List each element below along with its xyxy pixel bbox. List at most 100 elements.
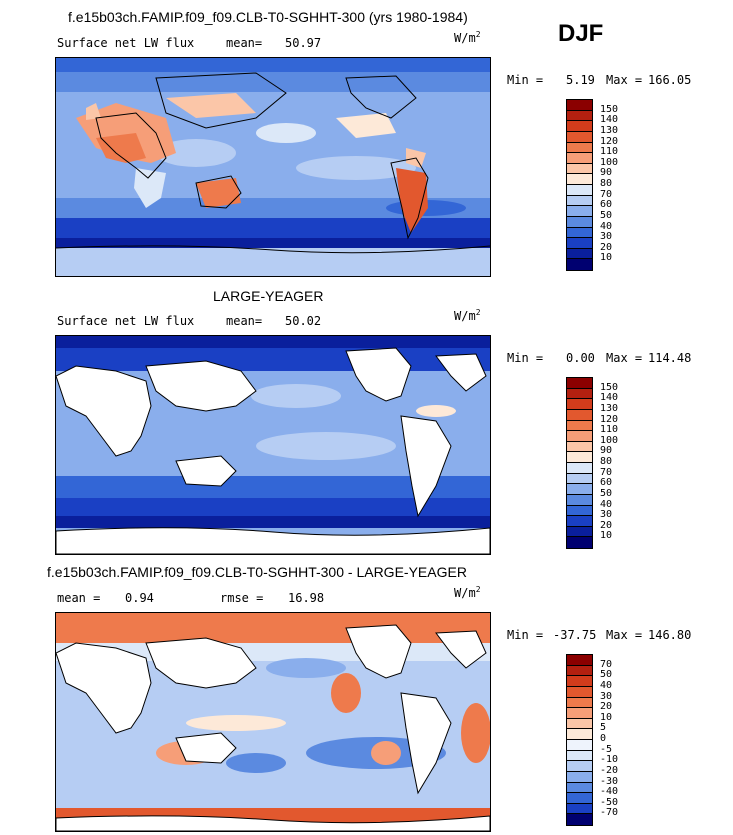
panel3-tick: 40 xyxy=(600,679,613,691)
panel1-tick: 130 xyxy=(600,124,619,136)
panel1-tick: 10 xyxy=(600,252,613,264)
panel2-min-value: 0.00 xyxy=(566,351,595,365)
panel3-colorbar-swatch xyxy=(567,750,592,762)
panel2-tick: 110 xyxy=(600,424,619,436)
panel2-tick: 130 xyxy=(600,402,619,414)
panel2-colorbar-swatch xyxy=(567,441,592,453)
panel3-colorbar-swatch xyxy=(567,782,592,794)
panel1-colorbar-swatch xyxy=(567,100,592,111)
panel3-colorbar-swatch xyxy=(567,686,592,698)
panel2-tick: 140 xyxy=(600,392,619,404)
panel2-min-label: Min = xyxy=(507,351,544,365)
panel2-colorbar-swatch xyxy=(567,537,592,548)
panel1-tick: 20 xyxy=(600,241,613,253)
panel1-colorbar-swatch xyxy=(567,195,592,207)
panel1-colorbar-swatch xyxy=(567,248,592,260)
panel1-map-graphic xyxy=(56,58,490,276)
panel2-colorbar-swatch xyxy=(567,484,592,495)
panel3-tick: -30 xyxy=(600,775,619,787)
panel1-colorbar-swatch xyxy=(567,216,592,228)
panel3-colorbar-swatch xyxy=(567,665,592,677)
panel2-tick: 100 xyxy=(600,434,619,446)
panel1-colorbar-swatch xyxy=(567,121,592,132)
panel2-variable: Surface net LW flux xyxy=(57,314,195,328)
panel1-colorbar-swatch xyxy=(567,259,592,270)
panel3-max-label: Max = xyxy=(606,628,643,642)
panel3-rmse-label: rmse = xyxy=(220,591,264,605)
panel3-colorbar-swatch xyxy=(567,793,592,804)
panel2-colorbar-swatch xyxy=(567,526,592,538)
panel1-tick: 120 xyxy=(600,135,619,147)
panel1-tick: 50 xyxy=(600,209,613,221)
panel3-colorbar-swatch xyxy=(567,771,592,783)
panel1-max-label: Max = xyxy=(606,73,643,87)
panel3-tick: 0 xyxy=(600,733,607,744)
panel2-mean-value: 50.02 xyxy=(285,314,322,328)
panel1-mean-value: 50.97 xyxy=(285,36,322,50)
panel3-colorbar-swatch xyxy=(567,697,592,709)
panel1-min-label: Min = xyxy=(507,73,544,87)
panel3-map-graphic xyxy=(56,613,490,831)
panel2-colorbar-swatch xyxy=(567,505,592,517)
panel3-colorbar-swatch xyxy=(567,655,592,666)
panel3-max-value: 146.80 xyxy=(648,628,692,642)
panel2-colorbar-swatch xyxy=(567,409,592,421)
panel3-colorbar-ticks: 70 50 40 30 20 10 5 0 -5 -10 -20 -30 -40… xyxy=(600,654,630,824)
panel1-colorbar-swatch xyxy=(567,110,592,122)
panel3-tick: 20 xyxy=(600,701,613,713)
panel2-tick: 120 xyxy=(600,413,619,425)
panel2-tick: 60 xyxy=(600,477,613,489)
panel2-tick: 40 xyxy=(600,498,613,510)
panel1-min-value: 5.19 xyxy=(566,73,595,87)
panel3-min-value: -37.75 xyxy=(553,628,597,642)
panel1-tick: 30 xyxy=(600,231,613,243)
panel1-colorbar-swatch xyxy=(567,185,592,196)
panel1-variable: Surface net LW flux xyxy=(57,36,195,50)
panel3-colorbar-swatch xyxy=(567,729,592,740)
panel3-tick: 30 xyxy=(600,690,613,702)
panel2-title: LARGE-YEAGER xyxy=(213,288,324,304)
panel1-colorbar-swatch xyxy=(567,174,592,185)
panel2-colorbar-swatch xyxy=(567,378,592,389)
panel1-colorbar-swatch xyxy=(567,206,592,217)
panel2-tick: 70 xyxy=(600,466,613,478)
panel3-tick: -20 xyxy=(600,764,619,776)
panel3-colorbar-swatch xyxy=(567,676,592,687)
panel3-mean-label: mean = xyxy=(57,591,101,605)
panel3-colorbar-swatch xyxy=(567,761,592,772)
panel1-tick: 40 xyxy=(600,220,613,232)
panel2-mean-label: mean= xyxy=(226,314,263,328)
panel3-tick: -5 xyxy=(600,743,613,755)
panel1-mean-label: mean= xyxy=(226,36,263,50)
panel1-colorbar-swatch xyxy=(567,131,592,143)
panel3-colorbar xyxy=(566,654,593,826)
panel3-colorbar-swatch xyxy=(567,803,592,815)
panel1-tick: 140 xyxy=(600,114,619,126)
panel2-tick: 30 xyxy=(600,509,613,521)
panel2-tick: 90 xyxy=(600,445,613,457)
panel3-colorbar-swatch xyxy=(567,708,592,719)
panel3-tick: -70 xyxy=(600,807,619,819)
panel1-units: W/m2 xyxy=(454,30,481,45)
panel3-min-label: Min = xyxy=(507,628,544,642)
panel1-tick: 110 xyxy=(600,146,619,158)
panel2-colorbar xyxy=(566,377,593,549)
panel1-map xyxy=(55,57,491,277)
panel3-tick: 50 xyxy=(600,669,613,681)
panel3-tick: 5 xyxy=(600,722,607,734)
panel3-title: f.e15b03ch.FAMIP.f09_f09.CLB-T0-SGHHT-30… xyxy=(47,564,467,580)
panel3-colorbar-swatch xyxy=(567,814,592,825)
panel2-colorbar-swatch xyxy=(567,399,592,410)
panel1-colorbar-swatch xyxy=(567,238,592,249)
panel2-colorbar-swatch xyxy=(567,473,592,485)
panel2-tick: 50 xyxy=(600,487,613,499)
panel2-max-value: 114.48 xyxy=(648,351,692,365)
panel3-colorbar-swatch xyxy=(567,718,592,730)
panel2-map xyxy=(55,335,491,555)
panel2-colorbar-swatch xyxy=(567,463,592,474)
panel2-colorbar-swatch xyxy=(567,431,592,442)
panel1-colorbar-ticks: 150 140 130 120 110 100 90 80 70 60 50 4… xyxy=(600,99,630,269)
panel3-colorbar-swatch xyxy=(567,740,592,751)
panel1-tick: 90 xyxy=(600,167,613,179)
panel3-tick: 70 xyxy=(600,658,613,670)
